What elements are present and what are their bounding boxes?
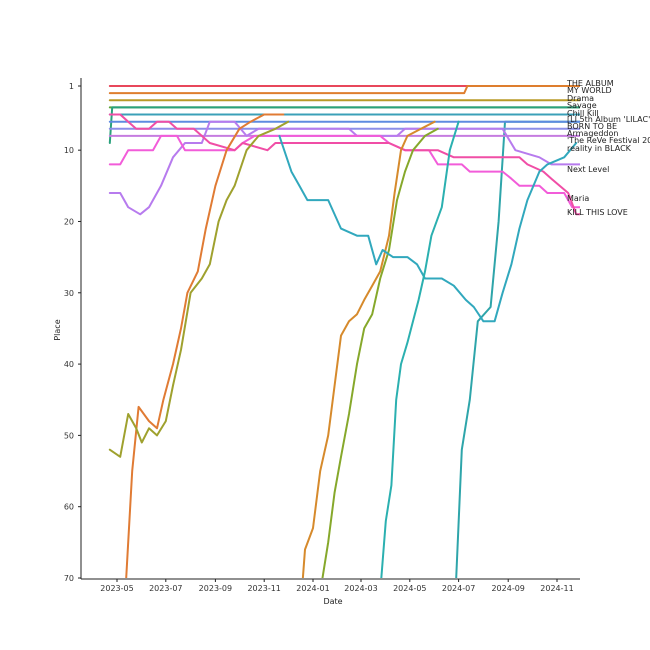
- series-line-11: [108, 134, 580, 209]
- axes: 2023-05 2023-07 2023-09 2023-11 2024-01 2024-…: [64, 78, 580, 593]
- series-line-17: [278, 134, 578, 323]
- y-tick-label: 50: [64, 431, 74, 440]
- x-tick-label: 2023-05: [100, 584, 133, 593]
- x-tick-label: 2023-09: [199, 584, 232, 593]
- x-tick-label: 2023-11: [247, 584, 280, 593]
- series-end-label: Maria: [567, 194, 589, 203]
- y-tick-label: 30: [64, 289, 74, 298]
- y-tick-label: 70: [64, 574, 74, 583]
- series-end-label: Chill Kill: [567, 109, 599, 118]
- x-tick-label: 2023-07: [149, 584, 182, 593]
- x-tick-label: 2024-03: [344, 584, 377, 593]
- series-end-label: reality in BLACK: [567, 144, 632, 153]
- series-line-13: [125, 113, 285, 578]
- series-end-label: Next Level: [567, 165, 609, 174]
- series-end-label: Savage: [567, 101, 597, 110]
- y-tick-label: 40: [64, 360, 74, 369]
- x-tick-group: 2023-05 2023-07 2023-09 2023-11 2024-01 2024-…: [100, 579, 574, 593]
- y-tick-label: 20: [64, 217, 74, 226]
- y-tick-label: 60: [64, 503, 74, 512]
- x-axis-title: Date: [323, 597, 342, 606]
- x-tick-label: 2024-09: [491, 584, 524, 593]
- series-line-1: [108, 85, 580, 95]
- series-end-label: BORN TO BE: [567, 122, 617, 131]
- y-tick-label: 10: [64, 146, 74, 155]
- x-tick-label: 2024-07: [442, 584, 475, 593]
- x-tick-label: 2024-11: [540, 584, 573, 593]
- series-end-label: 'The ReVe Festival 2022 - Feel My Rhythm…: [567, 136, 650, 145]
- series-end-label: THE ALBUM: [566, 79, 614, 88]
- y-axis-title: Place: [53, 319, 62, 340]
- series-line-16: [321, 127, 439, 578]
- y-tick-label: 1: [69, 82, 74, 91]
- series-end-label: [LI 5th Album 'LILAC']: [567, 115, 650, 124]
- series-lines: [108, 85, 580, 578]
- x-tick-label: 2024-05: [393, 584, 426, 593]
- y-tick-group: 1 10 20 30 40 50 60 70: [64, 82, 81, 583]
- series-line-4: [108, 106, 580, 144]
- series-end-label: MY WORLD: [567, 86, 612, 95]
- series-line-18: [380, 120, 460, 578]
- series-end-label: KILL THIS LOVE: [567, 208, 628, 217]
- series-end-label: Drama: [567, 94, 594, 103]
- x-tick-label: 2024-01: [296, 584, 329, 593]
- series-line-15: [301, 120, 436, 578]
- series-line-6: [455, 120, 580, 578]
- series-line-14: [108, 120, 290, 458]
- series-end-label: Armageddon: [567, 129, 618, 138]
